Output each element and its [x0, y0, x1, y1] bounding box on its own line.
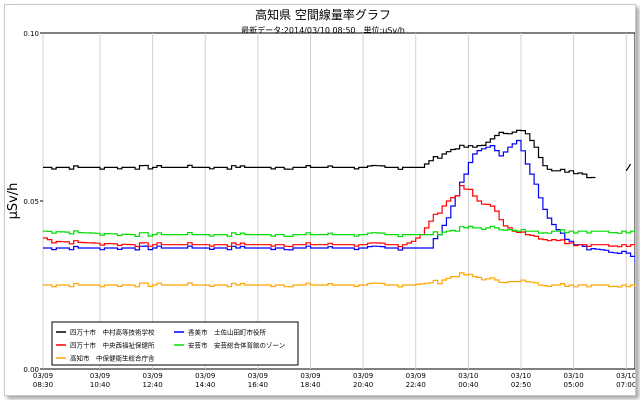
legend-label: 香美市 土佐山田町市役所: [188, 328, 267, 337]
x-tick-date: 03/09: [33, 372, 53, 380]
x-tick-time: 22:40: [406, 381, 426, 389]
x-tick-date: 03/10: [616, 372, 635, 380]
series-line-3: [43, 225, 635, 238]
x-tick-time: 05:00: [564, 381, 584, 389]
x-tick-date: 03/09: [353, 372, 373, 380]
y-tick-label: 0.10: [23, 30, 39, 38]
series-lines: [43, 129, 635, 288]
legend-label: 四万十市 中央西福祉保健所: [70, 341, 155, 350]
x-tick-time: 02:50: [511, 381, 531, 389]
x-tick-time: 10:40: [90, 381, 110, 389]
x-tick-time: 14:40: [195, 381, 215, 389]
series-line-4: [43, 272, 635, 288]
x-tick-time: 18:40: [300, 381, 320, 389]
radiation-line-chart: 高知県 空間線量率グラフ 最新データ:2014/03/10 08:50 単位:μ…: [6, 7, 635, 389]
y-tick-label: 0.00: [23, 366, 39, 374]
series-line-tail: [625, 163, 632, 172]
x-tick-date: 03/09: [248, 372, 268, 380]
chart-title: 高知県 空間線量率グラフ: [255, 7, 391, 22]
y-axis-ticks: 0.00 0.05 0.10: [23, 30, 43, 374]
x-tick-time: 00:40: [458, 381, 478, 389]
y-tick-label: 0.05: [23, 198, 39, 206]
plot-area: [42, 32, 635, 370]
series-line-2: [43, 185, 635, 248]
x-tick-date: 03/09: [143, 372, 163, 380]
series-line-0: [43, 129, 596, 179]
x-tick-time: 08:30: [33, 381, 53, 389]
series-line-1: [43, 139, 635, 264]
x-tick-date: 03/09: [406, 372, 426, 380]
legend-label: 高知市 中保健衛生総合庁舎: [70, 354, 155, 363]
x-tick-time: 20:40: [353, 381, 373, 389]
x-tick-time: 07:00: [616, 381, 635, 389]
x-tick-date: 03/09: [90, 372, 110, 380]
x-tick-time: 16:40: [248, 381, 268, 389]
legend-box: [51, 321, 299, 366]
x-tick-date: 03/10: [458, 372, 478, 380]
legend-label: 四万十市 中村高等技術学校: [70, 328, 155, 337]
x-tick-date: 03/10: [564, 372, 584, 380]
x-tick-date: 03/10: [511, 372, 531, 380]
y-axis-label: μSv/h: [6, 183, 21, 220]
grid-lines: [42, 33, 627, 369]
x-tick-date: 03/09: [195, 372, 215, 380]
chart-window: 高知県 空間線量率グラフ 最新データ:2014/03/10 08:50 単位:μ…: [4, 4, 636, 396]
x-tick-time: 12:40: [143, 381, 163, 389]
x-tick-date: 03/09: [300, 372, 320, 380]
legend-label: 安芸市 安芸総合体育館のゾーン: [188, 341, 285, 350]
chart-subtitle: 最新データ:2014/03/10 08:50 単位:μSv/h: [241, 25, 405, 35]
x-axis-ticks: 03/0908:3003/0910:4003/0912:4003/0914:40…: [33, 372, 635, 389]
